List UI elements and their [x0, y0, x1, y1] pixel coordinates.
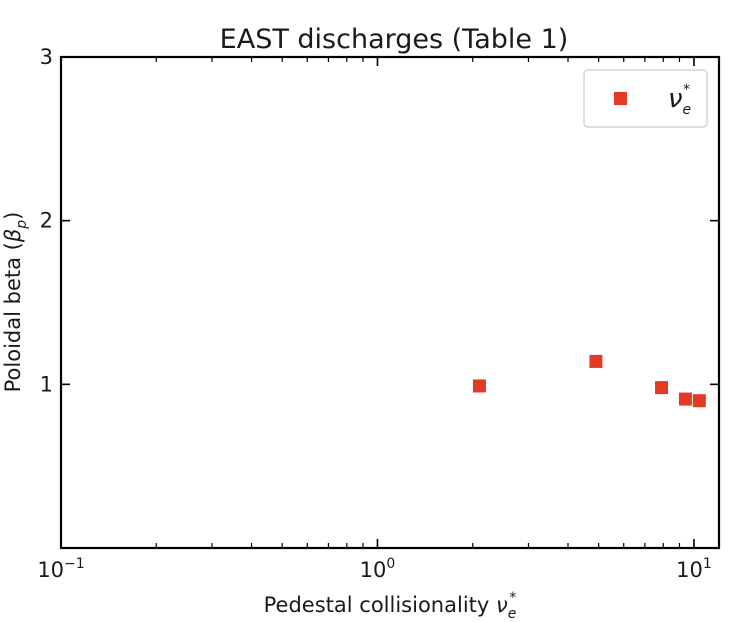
- x-axis: 10−1 100 101: [37, 57, 712, 582]
- legend-box: [583, 69, 708, 128]
- x-tick-label: 10−1: [37, 556, 84, 582]
- y-tick-label: 2: [40, 209, 53, 233]
- data-series: [472, 354, 706, 408]
- x-axis-label: Pedestal collisionality νe*: [264, 590, 517, 622]
- data-point: [678, 392, 692, 406]
- x-tick-label: 101: [676, 556, 712, 582]
- data-point: [655, 381, 669, 395]
- data-point: [692, 394, 706, 408]
- plot-frame: [59, 55, 721, 550]
- y-axis-label: Poloidal beta (βp): [1, 212, 30, 393]
- y-tick-label: 1: [40, 372, 53, 396]
- x-tick-label: 100: [360, 556, 396, 582]
- y-tick-label: 3: [40, 45, 53, 69]
- data-point: [472, 379, 486, 393]
- legend: νe*: [583, 69, 708, 128]
- y-axis: 1 2 3: [40, 45, 719, 396]
- legend-marker: [614, 92, 627, 105]
- legend-label: νe*: [668, 82, 691, 118]
- plot-area: [59, 55, 721, 550]
- data-point: [589, 354, 603, 368]
- chart-title: EAST discharges (Table 1): [220, 24, 569, 55]
